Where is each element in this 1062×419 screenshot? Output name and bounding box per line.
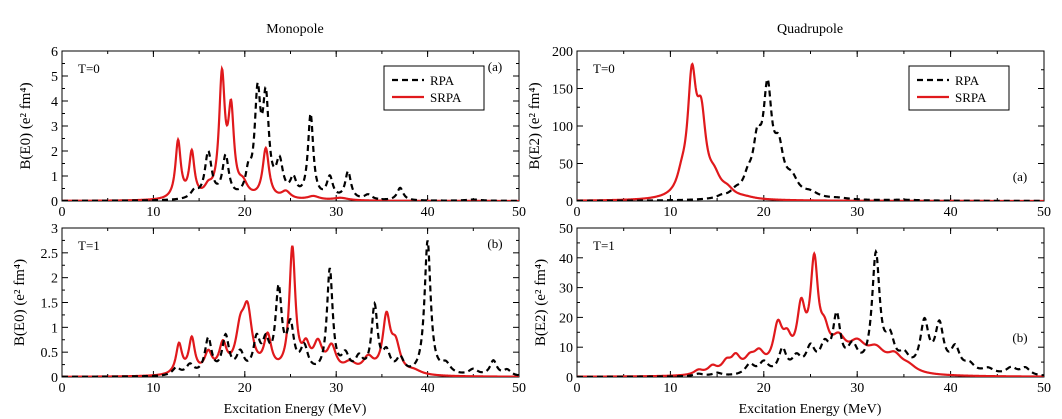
legend-box — [908, 65, 1010, 111]
x-tick-label: 40 — [421, 381, 435, 396]
x-tick-label: 10 — [146, 205, 160, 220]
panel-label: (b) — [1012, 330, 1027, 345]
y-tick-label: 2 — [51, 145, 58, 160]
series-line-rpa — [62, 80, 519, 201]
x-tick-label: 50 — [1037, 205, 1051, 220]
y-tick-label: 2 — [51, 272, 58, 287]
x-tick-label: 10 — [663, 381, 677, 396]
y-tick-label: 5 — [51, 70, 58, 85]
panel-annotation: T=1 — [593, 238, 615, 253]
series-line-rpa — [577, 76, 1044, 201]
panel-mono-a: 0 10 20 30 40 50 0 1 2 3 4 5 6 B(E0) (e² fm⁴) T=0 (a) RP… — [18, 45, 526, 220]
x-tick-label: 20 — [238, 381, 252, 396]
x-tick-label: 0 — [59, 381, 66, 396]
panel-quad-a: 0 10 20 30 40 50 0 50 100 150 200 B(E2) (e² fm⁴) T=0… — [527, 45, 1051, 220]
y-tick-label: 100 — [552, 120, 573, 135]
y-tick-label: 0 — [566, 371, 573, 386]
x-tick-label: 40 — [421, 205, 435, 220]
panel-label: (b) — [487, 236, 502, 251]
legend-box — [383, 65, 485, 111]
series-line-srpa — [62, 245, 519, 377]
y-axis-label: B(E2) (e² fm⁴) — [527, 82, 543, 169]
panel-label: (a) — [1013, 169, 1027, 184]
y-axis-label: B(E0) (e² fm⁴) — [18, 82, 34, 169]
x-tick-label: 50 — [512, 205, 526, 220]
panel-mono-b: 0 10 20 30 40 50 0 0.5 1 1.5 2 2.5 3 B(E0) (e² fm⁴) T=… — [12, 222, 526, 396]
y-tick-label: 0 — [51, 195, 58, 210]
x-tick-label: 0 — [574, 381, 581, 396]
y-tick-label: 0.5 — [41, 346, 59, 361]
x-tick-label: 50 — [1037, 381, 1051, 396]
y-axis-label: B(E0) (e² fm⁴) — [12, 259, 28, 346]
y-tick-label: 10 — [559, 341, 573, 356]
x-tick-label: 0 — [59, 205, 66, 220]
y-tick-label: 2.5 — [41, 247, 59, 262]
y-tick-label: 0 — [51, 371, 58, 386]
panel-annotation: T=0 — [593, 61, 615, 76]
x-tick-label: 40 — [944, 381, 958, 396]
plot-frame — [576, 227, 1045, 378]
series-line-rpa — [62, 240, 519, 377]
y-tick-label: 1 — [51, 321, 58, 336]
series-line-srpa — [577, 251, 1044, 377]
x-tick-label: 10 — [663, 205, 677, 220]
y-tick-label: 3 — [51, 222, 58, 237]
y-tick-label: 50 — [559, 222, 573, 237]
xlabel-quadrupole: Excitation Energy (MeV) — [739, 402, 882, 417]
title-quadrupole: Quadrupole — [777, 22, 843, 37]
y-tick-label: 30 — [559, 282, 573, 297]
legend-label-srpa: SRPA — [430, 90, 462, 105]
x-tick-label: 30 — [329, 205, 343, 220]
series-line-rpa — [577, 248, 1044, 377]
y-tick-label: 3 — [51, 120, 58, 135]
panel-annotation: T=1 — [78, 238, 100, 253]
x-tick-label: 0 — [574, 205, 581, 220]
title-monopole: Monopole — [266, 22, 324, 37]
y-tick-label: 0 — [566, 195, 573, 210]
y-tick-label: 1 — [51, 170, 58, 185]
y-tick-label: 1.5 — [41, 297, 59, 312]
x-tick-label: 40 — [944, 205, 958, 220]
legend-label-rpa: RPA — [955, 73, 980, 88]
legend-label-srpa: SRPA — [955, 90, 987, 105]
xlabel-monopole: Excitation Energy (MeV) — [224, 402, 367, 417]
x-tick-label: 50 — [512, 381, 526, 396]
y-axis-label: B(E2) (e² fm⁴) — [533, 259, 549, 346]
y-tick-label: 4 — [51, 95, 58, 110]
panel-annotation: T=0 — [78, 61, 100, 76]
y-tick-label: 200 — [552, 45, 573, 60]
y-tick-label: 50 — [559, 158, 573, 173]
x-tick-label: 30 — [850, 205, 864, 220]
x-tick-label: 20 — [757, 205, 771, 220]
y-tick-label: 20 — [559, 311, 573, 326]
x-tick-label: 20 — [238, 205, 252, 220]
y-tick-label: 40 — [559, 252, 573, 267]
y-tick-label: 150 — [552, 83, 573, 98]
x-tick-label: 30 — [329, 381, 343, 396]
x-tick-label: 20 — [757, 381, 771, 396]
y-tick-label: 6 — [51, 45, 58, 60]
x-tick-label: 10 — [146, 381, 160, 396]
panel-quad-b: 0 10 20 30 40 50 0 10 20 30 40 50 B(E2) (e² fm⁴) T=1 (… — [533, 222, 1051, 396]
panel-label: (a) — [488, 59, 502, 74]
legend-label-rpa: RPA — [430, 73, 455, 88]
plot-frame — [61, 227, 520, 378]
x-tick-label: 30 — [850, 381, 864, 396]
